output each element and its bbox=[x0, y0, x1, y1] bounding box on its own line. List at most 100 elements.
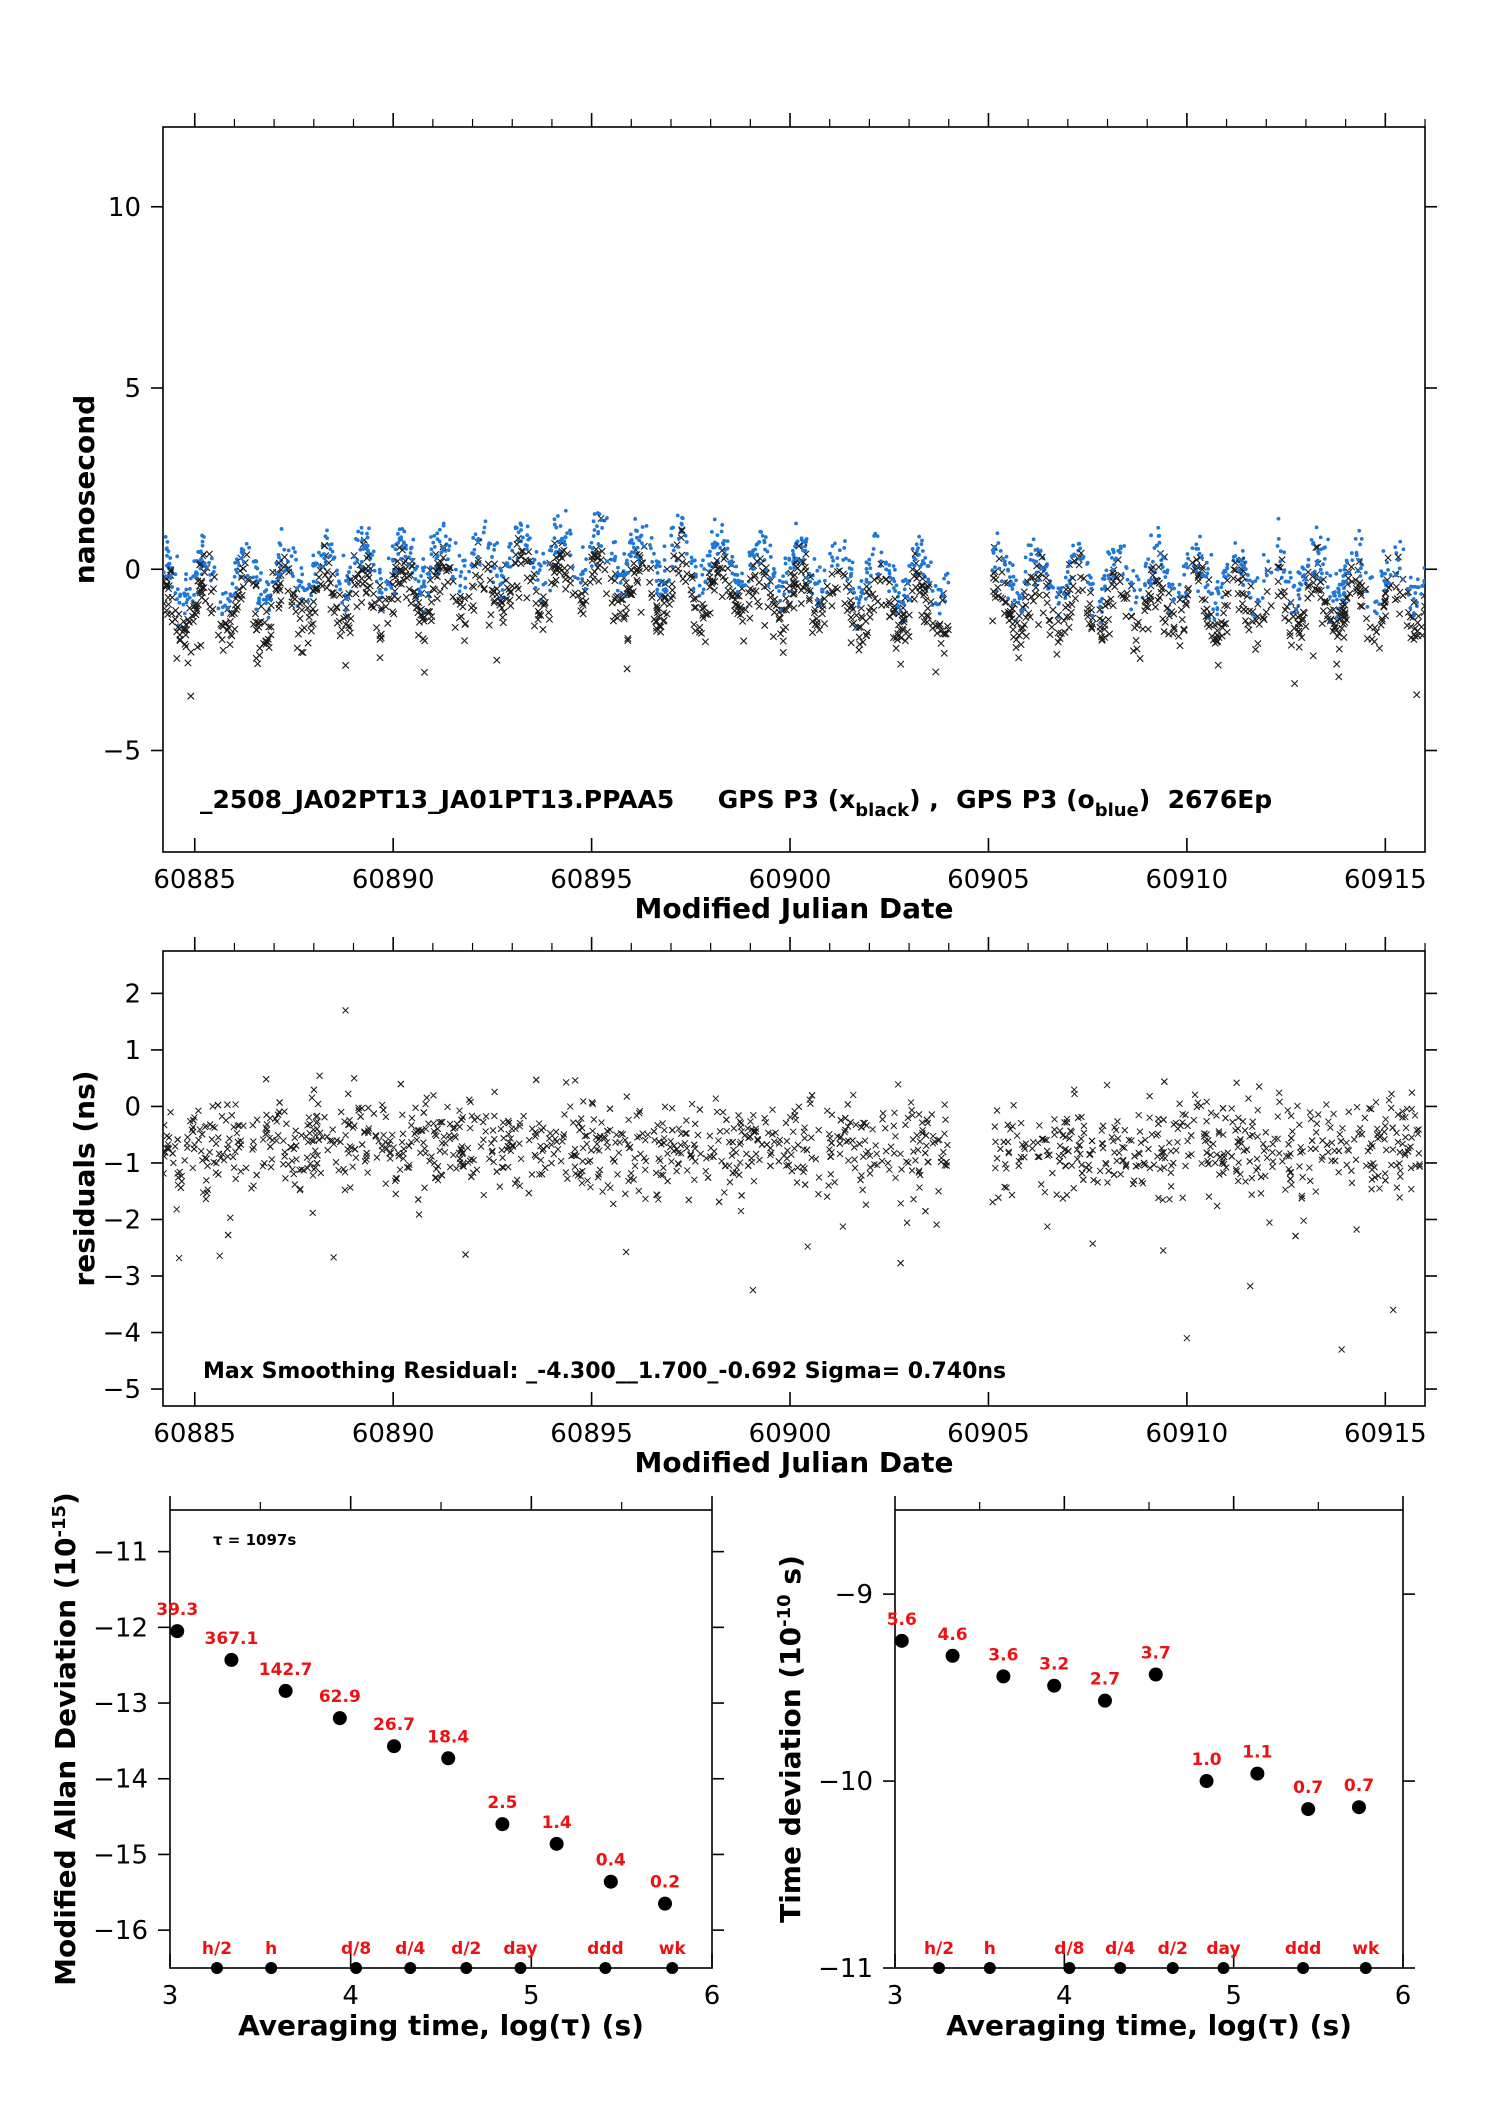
black-x-point bbox=[1231, 559, 1239, 567]
point-label: 62.9 bbox=[319, 1687, 361, 1707]
black-x-point bbox=[417, 611, 425, 619]
blue-dot-point bbox=[1077, 541, 1082, 546]
blue-dot-point bbox=[1349, 551, 1354, 555]
residual-x-point bbox=[1017, 1153, 1025, 1161]
black-x-point bbox=[660, 599, 668, 607]
residual-x-point bbox=[890, 1149, 898, 1157]
residual-x-point bbox=[1312, 1188, 1320, 1195]
residual-x-point bbox=[825, 1130, 833, 1138]
residual-x-point bbox=[535, 1171, 543, 1178]
residual-x-point bbox=[715, 1198, 723, 1206]
residual-x-point bbox=[1266, 1219, 1273, 1226]
blue-dot-point bbox=[605, 516, 609, 520]
blue-dot-point bbox=[525, 547, 529, 551]
y-axis-title: residuals (ns) bbox=[68, 1070, 101, 1286]
black-x-point bbox=[1035, 591, 1043, 599]
residual-x-point bbox=[329, 1126, 337, 1133]
residual-x-point bbox=[1294, 1102, 1301, 1110]
black-x-point bbox=[933, 629, 941, 637]
blue-dot-point bbox=[329, 542, 334, 546]
residual-x-point bbox=[196, 1126, 204, 1133]
black-x-point bbox=[1381, 598, 1389, 606]
residual-x-point bbox=[1213, 1112, 1220, 1119]
blue-dot-point bbox=[1156, 525, 1161, 530]
blue-dot-point bbox=[429, 552, 434, 557]
blue-dot-point bbox=[1036, 578, 1041, 583]
blue-dot-point bbox=[531, 565, 536, 570]
residual-x-point bbox=[852, 1121, 860, 1129]
residual-x-point bbox=[1222, 1114, 1229, 1122]
blue-dot-point bbox=[763, 535, 768, 539]
residual-x-point bbox=[716, 1128, 724, 1135]
blue-dot-point bbox=[393, 569, 398, 574]
residual-x-point bbox=[812, 1155, 820, 1163]
residual-x-point bbox=[190, 1145, 198, 1153]
blue-dot-point bbox=[896, 604, 901, 609]
residual-x-point bbox=[1022, 1140, 1030, 1147]
blue-dot-point bbox=[710, 542, 715, 547]
residual-x-point bbox=[346, 1184, 354, 1191]
residual-x-point bbox=[783, 1137, 791, 1145]
residual-x-point bbox=[1415, 1150, 1423, 1157]
black-x-point bbox=[1169, 630, 1177, 638]
residual-x-point bbox=[263, 1111, 270, 1119]
blue-dot-point bbox=[664, 588, 669, 593]
residual-x-point bbox=[827, 1153, 835, 1161]
black-x-point bbox=[397, 565, 405, 574]
blue-dot-point bbox=[1338, 568, 1343, 573]
black-x-point bbox=[746, 585, 754, 593]
black-x-point bbox=[539, 593, 547, 601]
black-x-point bbox=[275, 559, 283, 567]
black-x-point bbox=[299, 648, 307, 657]
residual-x-point bbox=[1269, 1158, 1277, 1165]
black-x-point bbox=[1281, 614, 1289, 622]
black-x-point bbox=[209, 585, 218, 593]
residual-x-point bbox=[1367, 1105, 1375, 1113]
residual-x-point bbox=[910, 1148, 917, 1155]
deviation-point bbox=[603, 1874, 618, 1889]
residual-x-point bbox=[1063, 1191, 1071, 1199]
black-x-point bbox=[272, 586, 281, 595]
tau-mark-label: d/8 bbox=[341, 1939, 371, 1959]
residual-x-point bbox=[1396, 1167, 1404, 1175]
blue-dot-point bbox=[175, 597, 179, 602]
black-x-point bbox=[1027, 573, 1035, 581]
residual-x-point bbox=[1061, 1146, 1068, 1154]
black-x-point bbox=[1335, 645, 1343, 653]
blue-dot-point bbox=[669, 533, 674, 538]
residual-x-point bbox=[627, 1175, 634, 1182]
blue-dot-point bbox=[1334, 571, 1339, 576]
blue-dot-point bbox=[589, 540, 594, 545]
black-x-point bbox=[720, 555, 728, 563]
black-x-point bbox=[342, 604, 350, 612]
residual-x-point bbox=[528, 1171, 536, 1178]
blue-dot-point bbox=[389, 585, 394, 590]
residual-x-point bbox=[1380, 1128, 1388, 1136]
blue-dot-point bbox=[336, 579, 341, 584]
black-x-point bbox=[1046, 631, 1054, 639]
black-x-point bbox=[342, 613, 350, 621]
y-tick-label: −15 bbox=[93, 1840, 148, 1870]
black-x-point bbox=[1139, 625, 1147, 633]
residual-x-point bbox=[184, 1144, 191, 1152]
black-x-point bbox=[397, 580, 405, 588]
residual-x-point bbox=[487, 1139, 495, 1147]
black-x-point bbox=[421, 637, 429, 645]
blue-dot-point bbox=[1357, 528, 1362, 533]
panel-tdev: 3 4 5 6−11−10−95.64.63.6 3.22.73.71.0 1.10.7 0… bbox=[774, 1496, 1415, 2042]
residual-x-point bbox=[851, 1164, 859, 1172]
black-x-point bbox=[197, 641, 205, 649]
residual-x-point bbox=[729, 1169, 737, 1177]
residual-x-point bbox=[673, 1167, 681, 1175]
black-x-point bbox=[1221, 619, 1230, 628]
blue-dot-point bbox=[408, 551, 413, 555]
blue-dot-point bbox=[813, 582, 818, 587]
residual-x-point bbox=[741, 1132, 748, 1139]
residual-x-point bbox=[587, 1147, 595, 1154]
black-x-point bbox=[1348, 578, 1356, 586]
residual-x-point bbox=[365, 1125, 373, 1132]
residual-x-point bbox=[313, 1112, 321, 1120]
black-x-point bbox=[762, 569, 770, 577]
residual-x-point bbox=[315, 1136, 323, 1144]
black-x-point bbox=[714, 570, 722, 578]
